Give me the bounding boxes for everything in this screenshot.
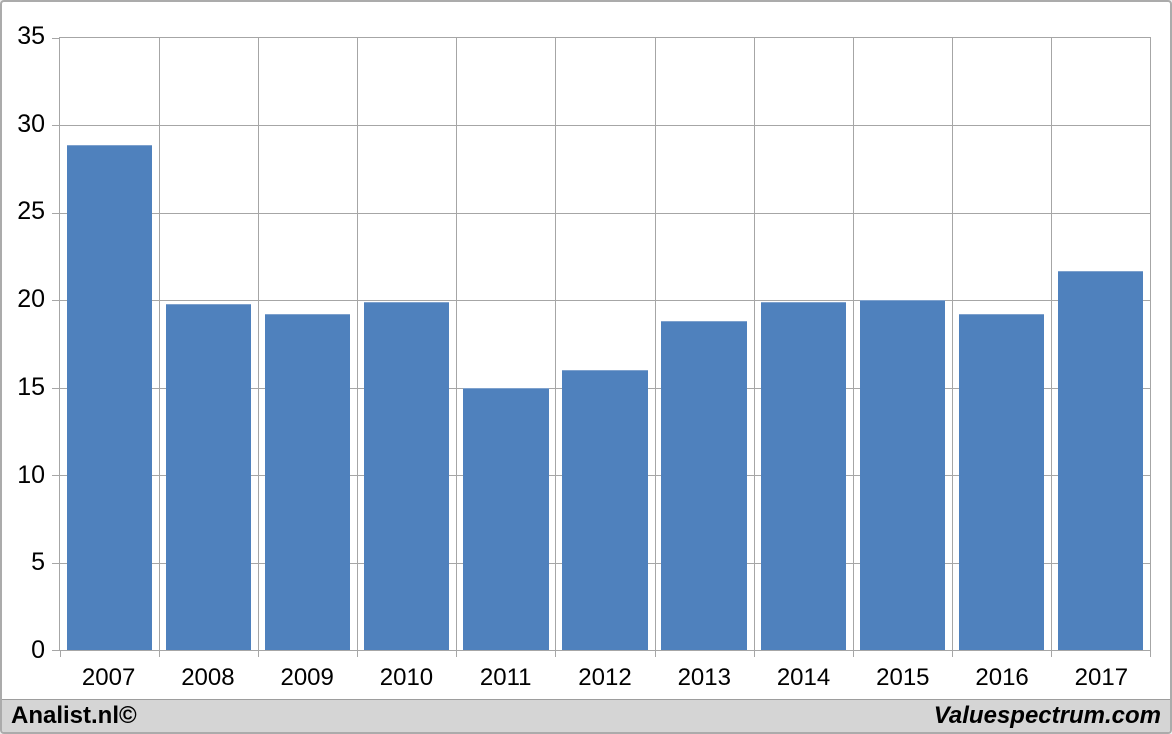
horizontal-gridline: [60, 212, 1150, 214]
x-axis-tick-label: 2010: [379, 664, 434, 691]
bar-2011: [463, 387, 549, 650]
x-axis-tick: [1050, 650, 1052, 657]
y-axis-tick-label: 30: [17, 109, 45, 138]
x-axis-tick-label: 2015: [876, 664, 930, 691]
x-axis-tick-label: 2013: [677, 664, 731, 691]
bar-2015: [859, 300, 945, 650]
vertical-gridline: [456, 38, 458, 650]
y-axis-tick-label: 0: [31, 636, 45, 664]
bar-2007: [66, 144, 153, 650]
x-axis-tick: [456, 650, 458, 657]
x-axis-tick-label: 2009: [280, 664, 334, 691]
x-axis-tick-label: 2016: [975, 664, 1029, 691]
footer-bar: Analist.nl© Valuespectrum.com: [2, 699, 1170, 732]
x-axis-tick: [753, 650, 755, 657]
vertical-gridline: [159, 38, 161, 650]
y-axis-tick: [52, 650, 60, 651]
bar-2016: [958, 314, 1044, 650]
vertical-gridline: [951, 38, 953, 650]
vertical-gridline: [357, 38, 359, 650]
x-axis-tick: [852, 650, 854, 657]
plot-area: [52, 37, 1151, 657]
vertical-gridline: [852, 38, 854, 650]
x-axis-tick: [258, 650, 260, 657]
footer-brand-left: Analist.nl©: [11, 702, 137, 729]
y-axis-tick: [52, 300, 60, 302]
x-axis-tick: [555, 650, 557, 657]
bar-2008: [166, 303, 252, 650]
x-axis-tick-label: 2008: [181, 664, 235, 691]
vertical-gridline: [1050, 38, 1052, 650]
y-axis-tick-label: 35: [17, 22, 45, 50]
x-axis-tick-label: 2014: [776, 664, 831, 691]
vertical-gridline: [555, 38, 557, 650]
y-axis-tick: [52, 212, 60, 214]
x-axis-tick-label: 2017: [1074, 664, 1129, 691]
vertical-gridline: [258, 38, 260, 650]
y-axis-tick: [52, 562, 60, 564]
bar-2010: [364, 302, 450, 650]
x-axis-tick-label: 2012: [578, 664, 632, 691]
vertical-gridline: [753, 38, 755, 650]
y-axis-tick-label: 10: [17, 460, 45, 489]
y-axis-labels: 0 5 10 15 20 25 30 35: [2, 24, 50, 663]
x-axis-tick: [357, 650, 359, 657]
y-axis-tick-label: 25: [17, 197, 45, 226]
x-axis-tick: [60, 650, 61, 657]
y-axis-tick: [52, 387, 60, 389]
y-axis-tick-label: 15: [17, 372, 45, 401]
x-axis-tick: [654, 650, 656, 657]
vertical-gridline: [654, 38, 656, 650]
y-axis-tick: [52, 125, 60, 127]
x-axis-labels: 2007 2008 2009 2010 2011 2012 2013 2014 2015 2016…: [59, 662, 1151, 698]
bar-2014: [760, 302, 846, 650]
x-axis-tick: [951, 650, 953, 657]
x-axis-tick: [1150, 650, 1151, 657]
y-axis-tick-label: 20: [17, 285, 45, 314]
bar-2009: [265, 314, 351, 650]
footer-brand-right: Valuespectrum.com: [933, 702, 1161, 729]
horizontal-gridline: [60, 125, 1150, 127]
bar-2012: [562, 370, 648, 650]
x-axis-tick: [159, 650, 161, 657]
y-axis-tick: [52, 38, 60, 39]
bar-2013: [661, 321, 747, 650]
y-axis-tick: [52, 475, 60, 477]
x-axis-tick-label: 2007: [81, 664, 136, 691]
bar-2017: [1057, 270, 1144, 650]
horizontal-gridline: [60, 300, 1150, 302]
y-axis-tick-label: 5: [31, 548, 45, 577]
x-axis-tick-label: 2011: [479, 664, 532, 691]
